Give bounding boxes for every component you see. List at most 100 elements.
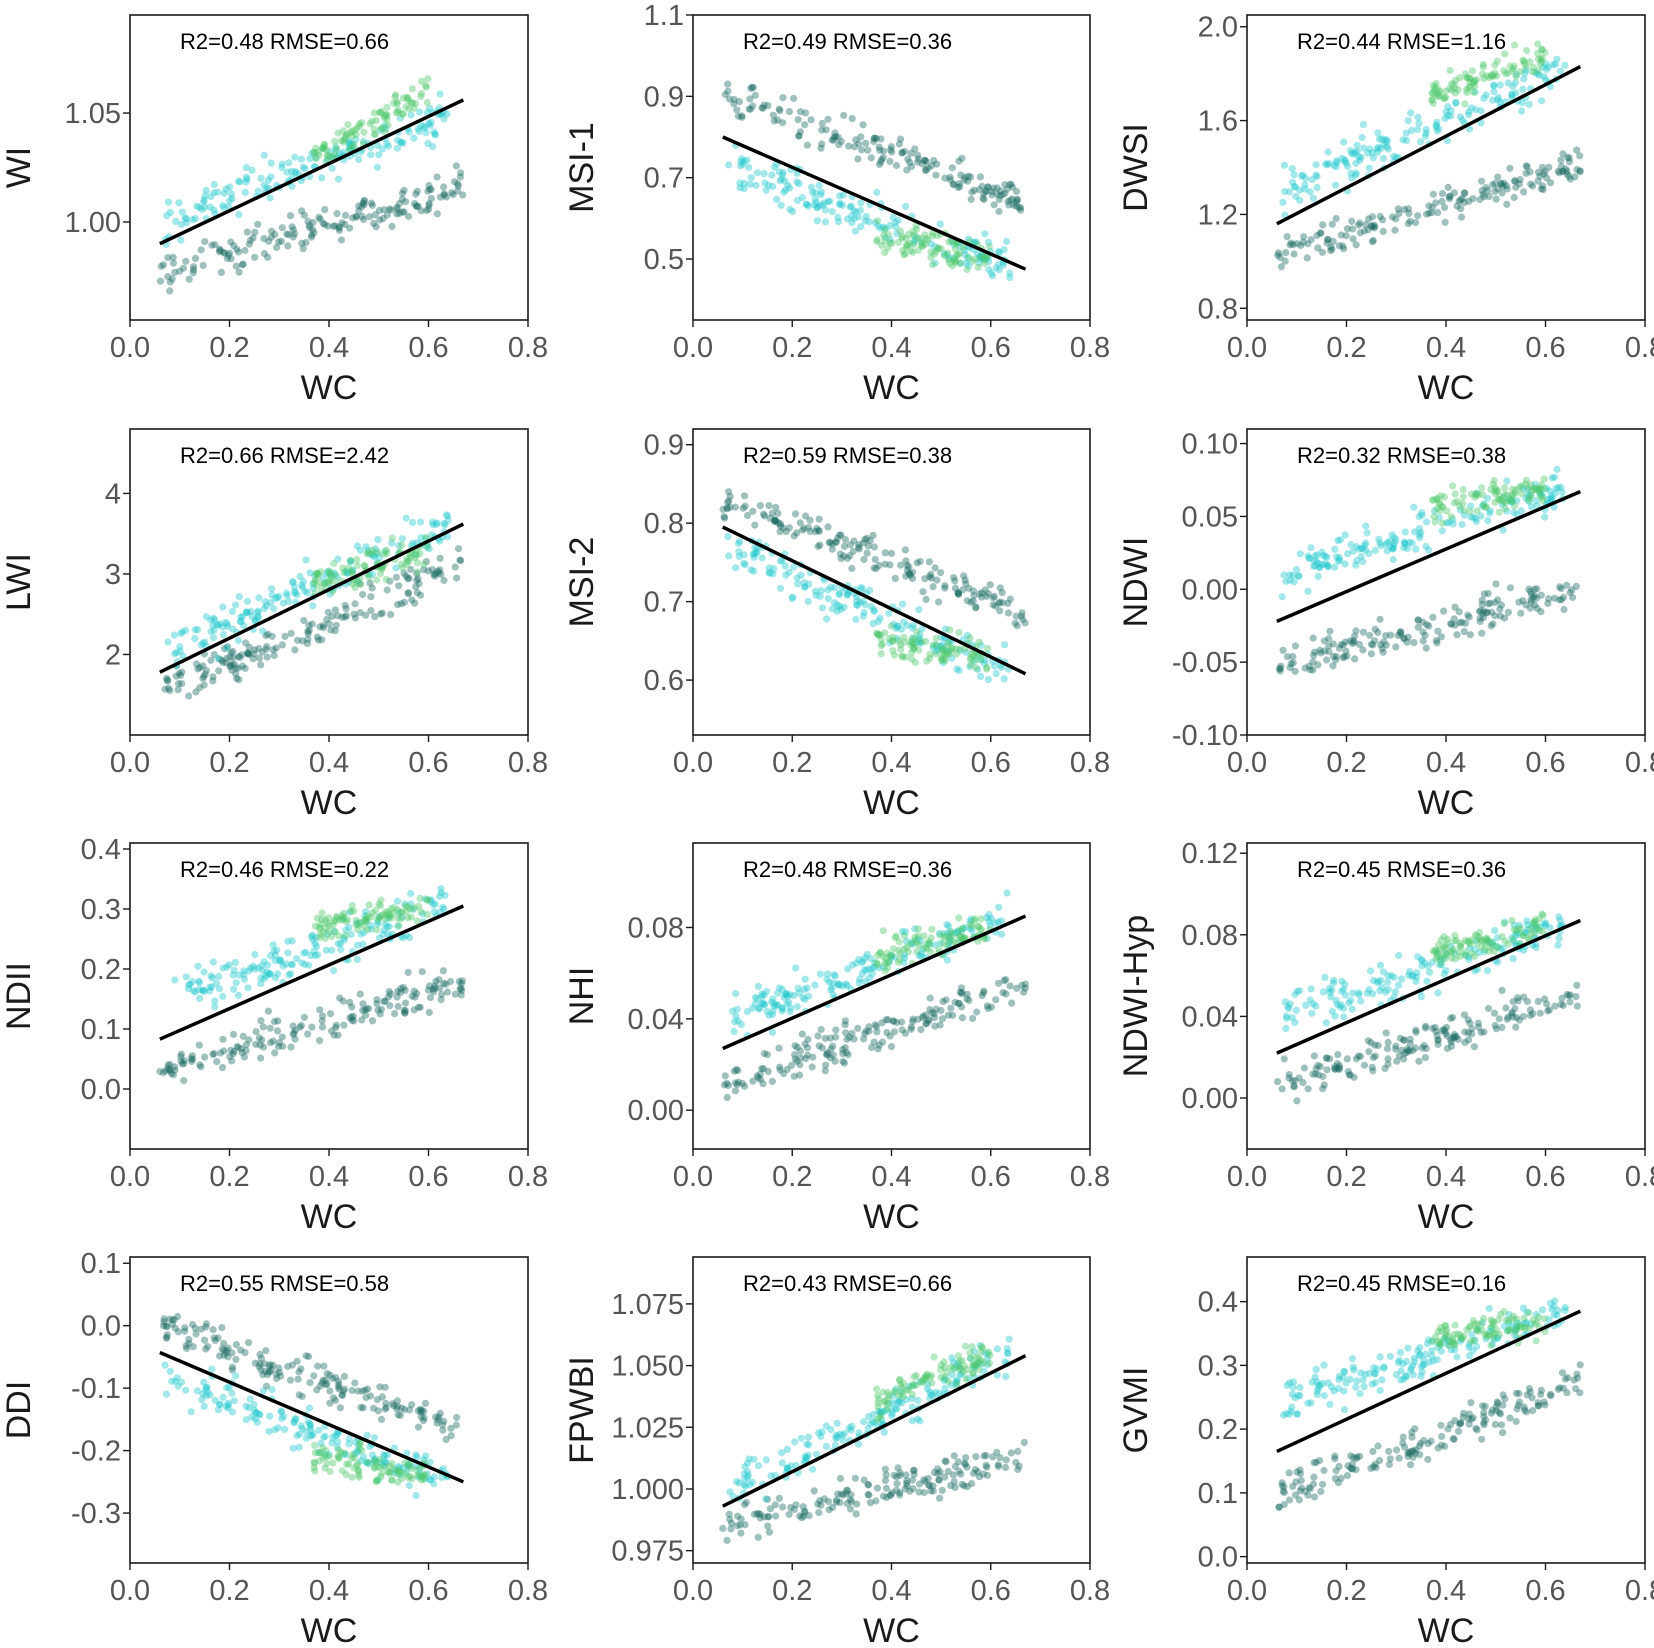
data-point-green <box>373 1476 381 1484</box>
data-point-cyan <box>843 591 851 599</box>
data-point-green <box>415 902 423 910</box>
data-point-cyan <box>1496 98 1504 106</box>
data-point-dark <box>291 646 299 654</box>
data-point-dark <box>753 1510 761 1518</box>
data-point-dark <box>954 1458 962 1466</box>
data-point-cyan <box>869 1418 877 1426</box>
data-point-dark <box>827 1054 835 1062</box>
data-point-cyan <box>1422 518 1431 526</box>
data-point-dark <box>1466 1019 1474 1027</box>
data-point-cyan <box>988 272 997 280</box>
data-point-cyan <box>853 601 861 609</box>
data-point-dark <box>871 555 879 564</box>
data-point-green <box>342 1470 350 1479</box>
data-point-cyan <box>1445 519 1453 527</box>
data-point-cyan <box>1465 953 1473 961</box>
data-point-dark <box>1460 1011 1469 1019</box>
data-point-cyan <box>824 595 832 603</box>
data-point-dark <box>909 1015 917 1023</box>
data-point-green <box>924 236 932 244</box>
data-point-green <box>316 925 324 933</box>
data-point-dark <box>1384 1060 1392 1068</box>
data-point-cyan <box>1370 976 1378 985</box>
x-tick-label: 0.0 <box>1227 332 1267 364</box>
data-point-green <box>883 959 891 967</box>
data-point-dark <box>394 1402 402 1410</box>
data-point-dark <box>1530 585 1538 594</box>
data-point-dark <box>905 570 913 578</box>
data-point-cyan <box>208 974 216 982</box>
data-point-dark <box>235 676 243 684</box>
data-point-cyan <box>976 1342 984 1350</box>
data-point-dark <box>218 1345 226 1353</box>
data-point-dark <box>362 1393 370 1402</box>
data-point-green <box>322 146 330 154</box>
data-point-cyan <box>1434 989 1442 997</box>
data-point-cyan <box>347 558 355 566</box>
series-green <box>873 622 992 673</box>
data-point-green <box>927 948 935 956</box>
data-point-dark <box>252 1028 260 1036</box>
data-point-dark <box>843 1035 851 1043</box>
data-point-dark <box>1460 198 1468 207</box>
data-point-cyan <box>897 1399 906 1407</box>
y-tick-label: 0.1 <box>81 1014 121 1046</box>
data-point-dark <box>1346 1071 1354 1079</box>
data-point-cyan <box>240 971 248 979</box>
data-point-cyan <box>162 1390 170 1398</box>
data-point-dark <box>1449 1013 1457 1022</box>
data-point-green <box>349 1450 357 1459</box>
data-point-dark <box>217 268 225 276</box>
data-point-dark <box>909 1485 917 1493</box>
data-point-green <box>1428 90 1436 98</box>
data-point-green <box>374 916 382 924</box>
data-point-dark <box>892 161 901 170</box>
data-point-dark <box>737 1515 745 1523</box>
data-point-cyan <box>326 153 334 161</box>
data-point-dark <box>1502 1004 1510 1012</box>
data-point-dark <box>1350 1073 1358 1081</box>
data-point-dark <box>1454 1035 1462 1043</box>
data-point-cyan <box>1383 136 1391 144</box>
y-axis-title: MSI-1 <box>563 122 601 213</box>
data-point-green <box>981 935 989 943</box>
data-point-dark <box>1341 638 1349 646</box>
data-point-dark <box>189 1320 197 1329</box>
data-point-green <box>1437 959 1445 967</box>
data-point-dark <box>335 224 343 232</box>
data-point-dark <box>257 661 265 669</box>
data-point-cyan <box>1405 971 1413 979</box>
data-point-dark <box>1419 628 1427 636</box>
data-point-cyan <box>202 613 210 621</box>
data-point-green <box>334 129 342 137</box>
data-point-cyan <box>874 617 882 626</box>
data-point-cyan <box>1458 520 1466 529</box>
data-point-dark <box>1384 1055 1392 1063</box>
data-point-cyan <box>858 958 866 967</box>
data-point-dark <box>299 245 307 253</box>
data-point-cyan <box>752 181 760 189</box>
data-point-dark <box>395 200 403 208</box>
data-point-cyan <box>1381 136 1389 144</box>
x-tick-label: 0.0 <box>110 1161 150 1193</box>
data-point-cyan <box>1442 108 1450 116</box>
data-point-cyan <box>209 958 217 966</box>
data-point-cyan <box>1547 494 1555 502</box>
data-point-green <box>969 1362 977 1370</box>
data-point-green <box>941 656 949 665</box>
data-point-dark <box>427 185 435 193</box>
data-point-cyan <box>759 999 767 1007</box>
data-point-green <box>913 947 921 956</box>
data-point-cyan <box>854 1440 863 1448</box>
data-point-dark <box>984 183 992 191</box>
data-point-cyan <box>1421 132 1429 140</box>
series-cyan <box>161 1361 452 1500</box>
data-point-dark <box>888 1489 896 1497</box>
data-point-dark <box>959 586 967 594</box>
data-point-cyan <box>1291 1018 1299 1026</box>
data-point-cyan <box>1312 558 1321 566</box>
data-point-dark <box>318 1379 326 1387</box>
data-point-cyan <box>797 571 805 579</box>
data-point-dark <box>730 95 738 104</box>
data-point-dark <box>822 1061 830 1069</box>
